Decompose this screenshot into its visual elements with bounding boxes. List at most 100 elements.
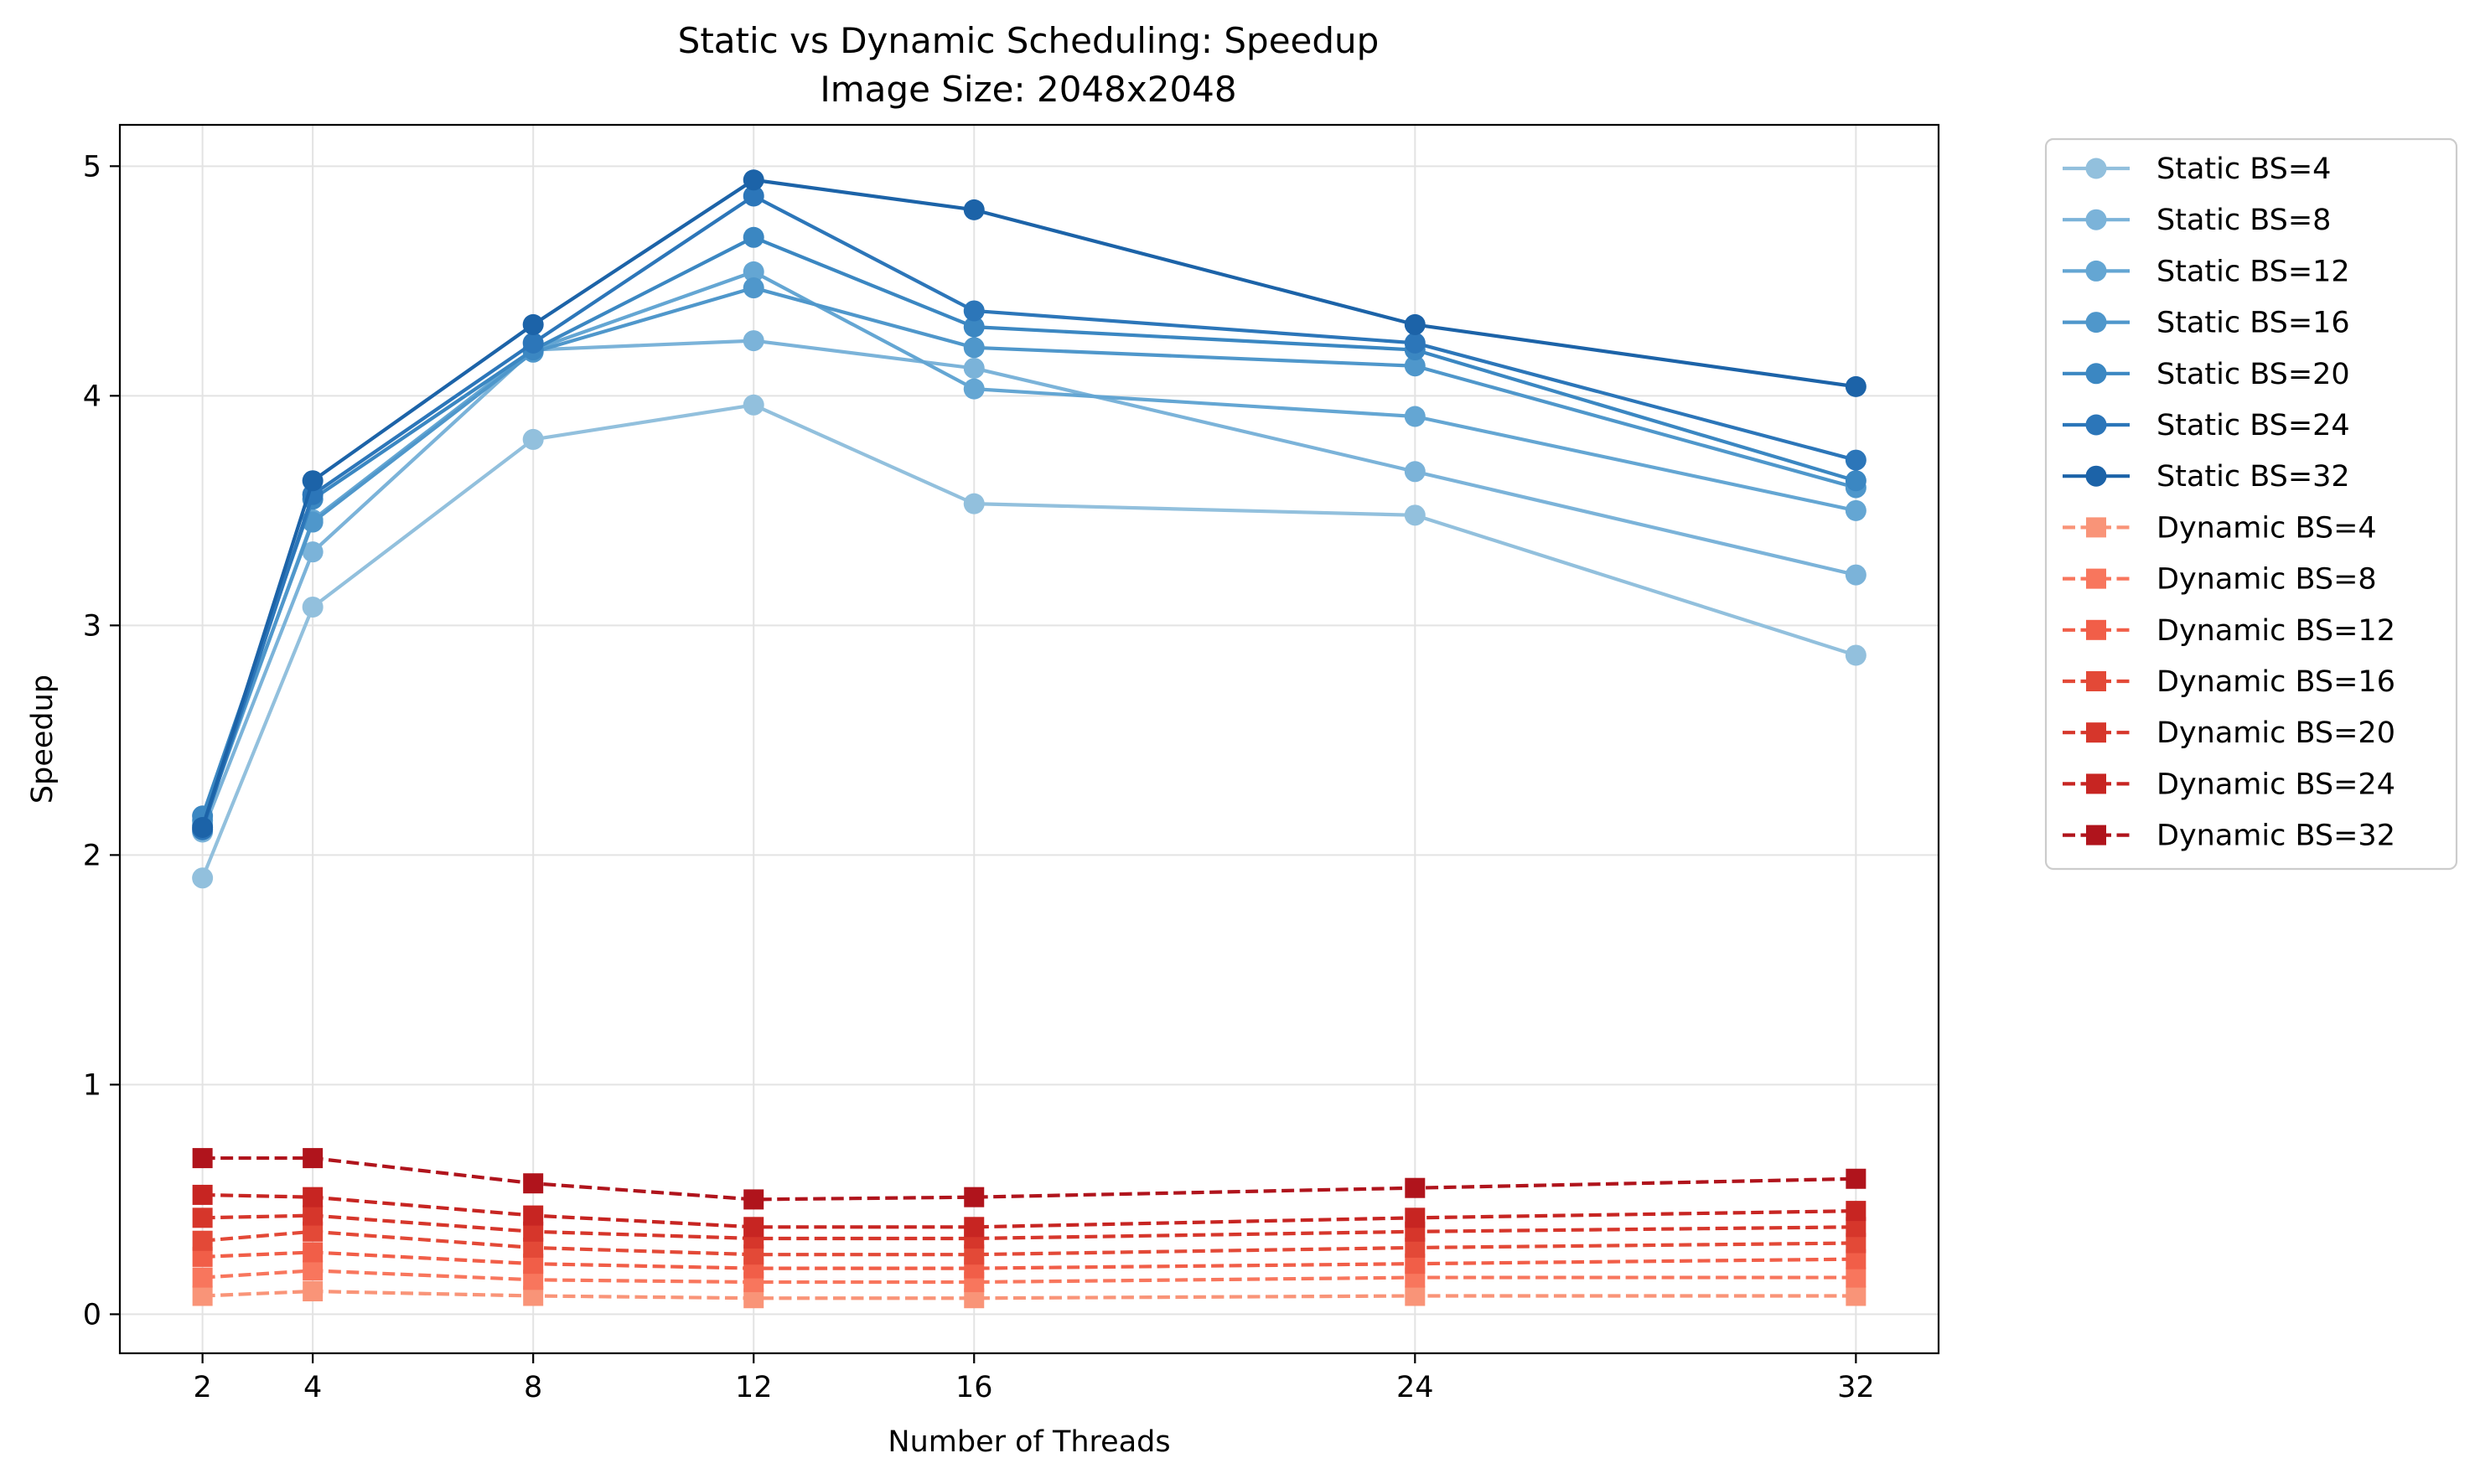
data-point xyxy=(1405,1285,1426,1306)
legend-marker xyxy=(2085,363,2107,385)
x-tick-label: 12 xyxy=(735,1371,773,1404)
y-tick-label: 3 xyxy=(83,609,101,643)
data-point xyxy=(1845,375,1866,397)
legend-label: Dynamic BS=16 xyxy=(2156,665,2395,699)
legend-label: Dynamic BS=12 xyxy=(2156,614,2395,648)
y-axis-label: Speedup xyxy=(26,675,60,804)
data-point xyxy=(522,332,544,354)
legend-entry: Static BS=20 xyxy=(2063,358,2350,391)
legend-marker xyxy=(2085,209,2107,230)
data-point xyxy=(743,226,764,248)
legend-label: Static BS=4 xyxy=(2156,153,2331,186)
data-point xyxy=(743,1189,764,1210)
x-tick-label: 4 xyxy=(303,1371,322,1404)
data-point xyxy=(192,1148,213,1169)
data-point xyxy=(1845,644,1866,666)
legend-label: Static BS=32 xyxy=(2156,460,2350,494)
plot-frame xyxy=(118,123,1940,1355)
data-point xyxy=(743,1217,764,1238)
legend-label: Static BS=12 xyxy=(2156,255,2350,288)
data-point xyxy=(302,596,324,618)
data-point xyxy=(522,313,544,335)
data-point xyxy=(303,1260,324,1281)
data-point xyxy=(1846,1168,1866,1189)
data-point xyxy=(1846,1201,1866,1222)
series-static-bs-32 xyxy=(192,169,1866,838)
legend-label: Dynamic BS=20 xyxy=(2156,716,2395,750)
data-point xyxy=(1846,1285,1866,1306)
data-point xyxy=(963,493,985,514)
data-point xyxy=(743,185,764,207)
data-point xyxy=(743,394,764,416)
x-tick-label: 16 xyxy=(955,1371,993,1404)
legend-marker xyxy=(2085,158,2107,179)
data-point xyxy=(1404,504,1426,526)
legend-marker xyxy=(2086,619,2106,640)
series-dynamic-bs-32 xyxy=(192,1148,1866,1210)
series-dynamic-bs-24 xyxy=(192,1184,1866,1238)
series-static-bs-4 xyxy=(192,394,1866,889)
data-point xyxy=(1405,1207,1426,1228)
data-point xyxy=(1846,1267,1866,1288)
data-point xyxy=(743,169,764,191)
data-point xyxy=(1404,406,1426,427)
data-point xyxy=(192,1285,213,1306)
data-point xyxy=(743,277,764,299)
data-point xyxy=(192,1207,213,1228)
data-point xyxy=(963,300,985,322)
data-point xyxy=(303,1281,324,1302)
data-point xyxy=(192,1267,213,1288)
data-point xyxy=(1404,461,1426,483)
data-point xyxy=(963,337,985,359)
y-tick-label: 1 xyxy=(83,1068,101,1102)
legend-label: Dynamic BS=4 xyxy=(2156,511,2377,545)
legend-entry: Static BS=8 xyxy=(2063,204,2331,237)
data-point xyxy=(963,378,985,400)
data-point xyxy=(1845,499,1866,521)
legend-entry: Dynamic BS=24 xyxy=(2063,768,2395,801)
legend-entry: Dynamic BS=16 xyxy=(2063,665,2395,699)
legend-label: Dynamic BS=32 xyxy=(2156,820,2395,853)
legend-marker xyxy=(2086,671,2106,691)
data-point xyxy=(964,1217,985,1238)
legend-entry: Dynamic BS=12 xyxy=(2063,614,2395,648)
legend-entry: Static BS=32 xyxy=(2063,460,2350,494)
x-axis-label: Number of Threads xyxy=(888,1425,1170,1459)
legend-label: Static BS=8 xyxy=(2156,204,2331,237)
y-tick-label: 2 xyxy=(83,839,101,872)
legend-marker xyxy=(2085,465,2107,487)
y-tick-label: 5 xyxy=(83,150,101,184)
data-point xyxy=(963,316,985,338)
data-point xyxy=(1845,564,1866,586)
y-tick-label: 4 xyxy=(83,380,101,413)
data-point xyxy=(303,1148,324,1169)
data-point xyxy=(303,1242,324,1263)
data-point xyxy=(302,541,324,563)
data-point xyxy=(522,428,544,450)
y-tick-label: 0 xyxy=(83,1298,101,1331)
data-point xyxy=(964,1187,985,1207)
x-axis-ticks: 2 4 8 12 16 24 32 xyxy=(193,1353,1875,1404)
legend-items: Static BS=4 Static BS=8 Static BS=12 Static… xyxy=(2063,153,2395,853)
legend-label: Dynamic BS=8 xyxy=(2156,563,2377,597)
y-axis-ticks: 0 1 2 3 4 5 xyxy=(83,150,120,1331)
legend-entry: Static BS=4 xyxy=(2063,153,2331,186)
legend-label: Static BS=20 xyxy=(2156,358,2350,391)
data-point xyxy=(523,1173,544,1194)
legend-entry: Static BS=12 xyxy=(2063,255,2350,288)
legend: Static BS=4 Static BS=8 Static BS=12 Static… xyxy=(2044,137,2458,871)
data-point xyxy=(1404,332,1426,354)
data-point xyxy=(963,357,985,379)
series-static-bs-24 xyxy=(192,185,1866,840)
legend-marker xyxy=(2086,517,2106,538)
data-point xyxy=(1404,355,1426,377)
chart-subtitle: Image Size: 2048x2048 xyxy=(820,69,1236,110)
legend-entry: Dynamic BS=4 xyxy=(2063,511,2377,545)
legend-label: Static BS=24 xyxy=(2156,409,2350,442)
data-point xyxy=(1845,470,1866,492)
series-dynamic-bs-12 xyxy=(192,1242,1866,1279)
legend-entry: Dynamic BS=32 xyxy=(2063,820,2395,853)
data-point xyxy=(192,867,214,889)
legend-entry: Static BS=24 xyxy=(2063,409,2350,442)
